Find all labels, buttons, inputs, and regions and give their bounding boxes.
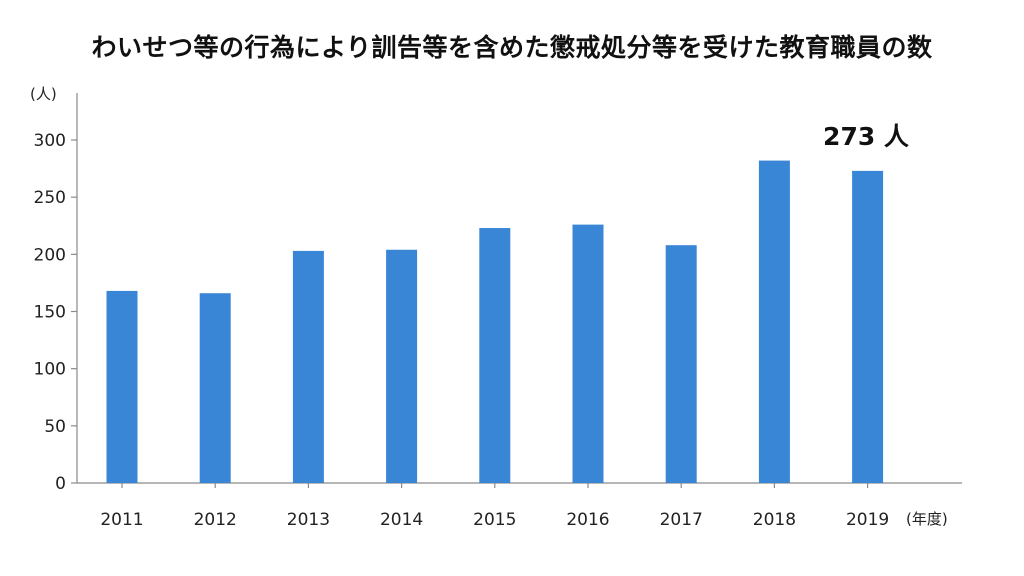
- x-tick-label: 2015: [473, 510, 516, 530]
- bar-2018: [758, 160, 790, 483]
- chart-title-wrapper: わいせつ等の行為により訓告等を含めた懲戒処分等を受けた教育職員の数: [0, 28, 1024, 67]
- bar-2016: [572, 224, 604, 483]
- y-tick-label: 0: [55, 474, 66, 494]
- x-tick-label: 2018: [753, 510, 796, 530]
- x-tick-label: 2012: [194, 510, 237, 530]
- y-tick-label: 300: [34, 131, 66, 151]
- bar-2017: [665, 245, 697, 483]
- y-tick-label: 200: [34, 245, 66, 265]
- x-ticks: 2011 2012 2013 2014 2015 2016 2017 2018 2019: [100, 483, 889, 530]
- x-tick-label: 2019: [846, 510, 889, 530]
- y-tick-label: 50: [44, 417, 66, 437]
- x-axis-label: (年度): [906, 510, 948, 528]
- chart-title-text: わいせつ等の行為により訓告等を含めた懲戒処分等を受けた教育職員の数: [91, 33, 933, 62]
- x-tick-label: 2013: [287, 510, 330, 530]
- x-tick-label: 2016: [566, 510, 609, 530]
- bar-2012: [199, 293, 231, 483]
- x-tick-label: 2017: [660, 510, 703, 530]
- y-tick-label: 150: [34, 303, 66, 323]
- bar-2011: [106, 290, 138, 483]
- bar-2013: [292, 250, 324, 483]
- y-tick-label: 100: [34, 360, 66, 380]
- chart-title: わいせつ等の行為により訓告等を含めた懲戒処分等を受けた教育職員の数: [91, 28, 933, 67]
- bar-2019: [852, 170, 884, 483]
- x-tick-label: 2011: [100, 510, 143, 530]
- y-tick-label: 250: [34, 188, 66, 208]
- bar-2015: [479, 228, 511, 483]
- value-annotation: 273 人: [823, 122, 909, 151]
- bars: [106, 160, 884, 483]
- y-ticks: 0 50 100 150 200 250 300: [34, 131, 77, 494]
- x-tick-label: 2014: [380, 510, 423, 530]
- bar-2014: [386, 249, 418, 483]
- y-axis-label: (人): [30, 85, 57, 103]
